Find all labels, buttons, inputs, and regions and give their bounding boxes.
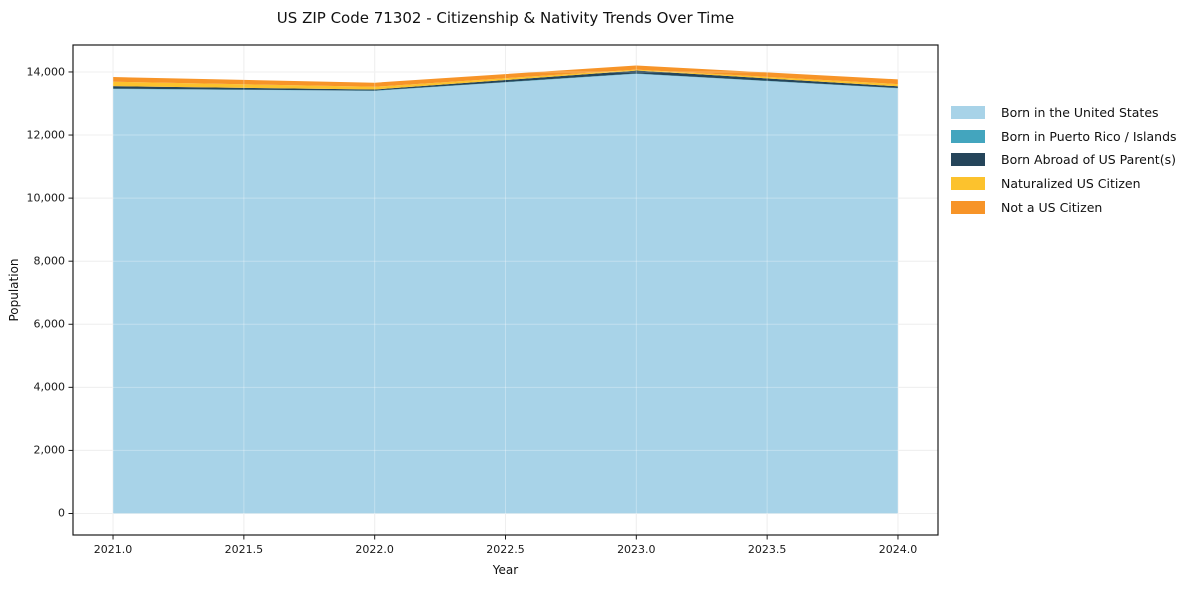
area-born-in-puerto-rico-islands bbox=[113, 73, 898, 91]
legend-row: Naturalized US Citizen bbox=[951, 172, 1177, 196]
chart-title: US ZIP Code 71302 - Citizenship & Nativi… bbox=[276, 9, 735, 27]
legend-label: Born Abroad of US Parent(s) bbox=[1001, 152, 1176, 168]
x-tick-label: 2022.0 bbox=[355, 543, 394, 556]
y-tick-label: 4,000 bbox=[33, 380, 66, 394]
y-tick-label: 12,000 bbox=[26, 128, 66, 142]
x-tick-label: 2024.0 bbox=[878, 543, 918, 556]
x-tick-label: 2021.5 bbox=[224, 543, 264, 556]
legend-label: Not a US Citizen bbox=[1001, 199, 1103, 215]
area-born-in-the-united-states bbox=[113, 73, 898, 514]
legend-swatch bbox=[951, 129, 985, 143]
y-tick-label: 0 bbox=[58, 506, 65, 520]
x-tick-label: 2021.0 bbox=[93, 543, 133, 556]
grid-overlay bbox=[73, 45, 938, 535]
area-naturalized-us-citizen bbox=[113, 69, 898, 90]
x-tick-label: 2023.5 bbox=[747, 543, 787, 556]
y-tick-label: 2,000 bbox=[33, 443, 66, 457]
area-series-group bbox=[113, 65, 898, 514]
legend-swatch bbox=[951, 106, 985, 120]
x-tick-label: 2022.5 bbox=[486, 543, 525, 556]
legend: Born in the United States Born in Puerto … bbox=[951, 101, 1177, 219]
y-tick-label: 10,000 bbox=[26, 191, 66, 205]
x-axis-label: Year bbox=[492, 563, 519, 577]
legend-swatch bbox=[951, 153, 985, 167]
x-tick-label: 2023.0 bbox=[617, 543, 656, 556]
legend-label: Born in Puerto Rico / Islands bbox=[1001, 128, 1177, 144]
legend-row: Born in Puerto Rico / Islands bbox=[951, 125, 1177, 149]
legend-row: Born Abroad of US Parent(s) bbox=[951, 148, 1177, 172]
y-axis-label: Population bbox=[7, 258, 21, 322]
legend-label: Born in the United States bbox=[1001, 105, 1159, 121]
legend-swatch bbox=[951, 177, 985, 191]
area-not-a-us-citizen bbox=[113, 65, 898, 87]
legend-swatch bbox=[951, 200, 985, 214]
y-tick-label: 6,000 bbox=[33, 317, 66, 331]
y-tick-label: 8,000 bbox=[33, 254, 66, 268]
ticks bbox=[68, 71, 899, 540]
legend-row: Born in the United States bbox=[951, 101, 1177, 125]
legend-label: Naturalized US Citizen bbox=[1001, 176, 1141, 192]
area-born-abroad-of-us-parent-s bbox=[113, 70, 898, 91]
y-tick-label: 14,000 bbox=[26, 65, 66, 79]
legend-row: Not a US Citizen bbox=[951, 195, 1177, 219]
